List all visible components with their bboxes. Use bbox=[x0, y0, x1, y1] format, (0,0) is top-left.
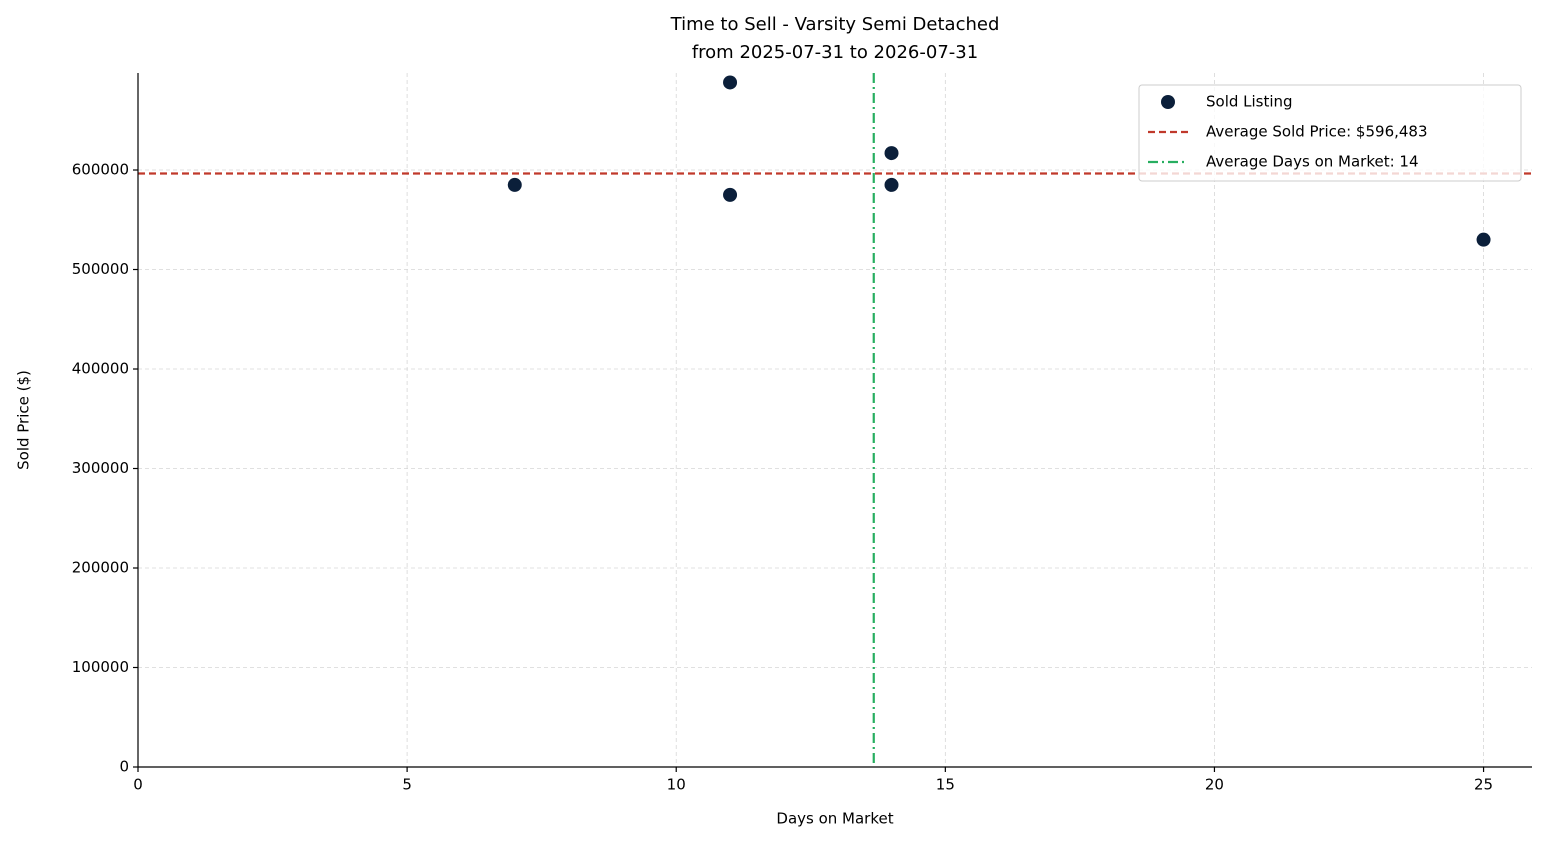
legend: Sold Listing Average Sold Price: $596,483… bbox=[1138, 84, 1522, 182]
legend-label: Average Sold Price: $596,483 bbox=[1206, 123, 1428, 141]
point bbox=[1476, 232, 1491, 247]
point bbox=[884, 177, 899, 192]
y-axis-label: Sold Price ($) bbox=[15, 370, 33, 470]
legend-marker bbox=[1161, 95, 1175, 109]
x-tick-label: 20 bbox=[1205, 776, 1224, 794]
chart-title: Time to Sell - Varsity Semi Detached bbox=[670, 14, 1000, 35]
point bbox=[884, 146, 899, 161]
y-tick-label: 300000 bbox=[72, 459, 129, 477]
legend-box bbox=[1138, 84, 1522, 182]
x-tick-label: 10 bbox=[667, 776, 686, 794]
legend-label: Average Days on Market: 14 bbox=[1206, 153, 1419, 171]
legend-label: Sold Listing bbox=[1206, 93, 1293, 111]
point bbox=[507, 177, 522, 192]
x-tick-label: 25 bbox=[1474, 776, 1493, 794]
x-tick-label: 5 bbox=[402, 776, 412, 794]
x-tick-label: 0 bbox=[133, 776, 143, 794]
y-tick-label: 100000 bbox=[72, 658, 129, 676]
y-tick-label: 400000 bbox=[72, 360, 129, 378]
point bbox=[723, 187, 738, 202]
y-tick-label: 200000 bbox=[72, 559, 129, 577]
y-tick-label: 600000 bbox=[72, 161, 129, 179]
point bbox=[723, 75, 738, 90]
x-axis-label: Days on Market bbox=[776, 810, 893, 828]
chart-subtitle: from 2025-07-31 to 2026-07-31 bbox=[692, 42, 978, 63]
y-tick-label: 500000 bbox=[72, 260, 129, 278]
y-tick-label: 0 bbox=[119, 758, 129, 776]
x-tick-label: 15 bbox=[936, 776, 955, 794]
